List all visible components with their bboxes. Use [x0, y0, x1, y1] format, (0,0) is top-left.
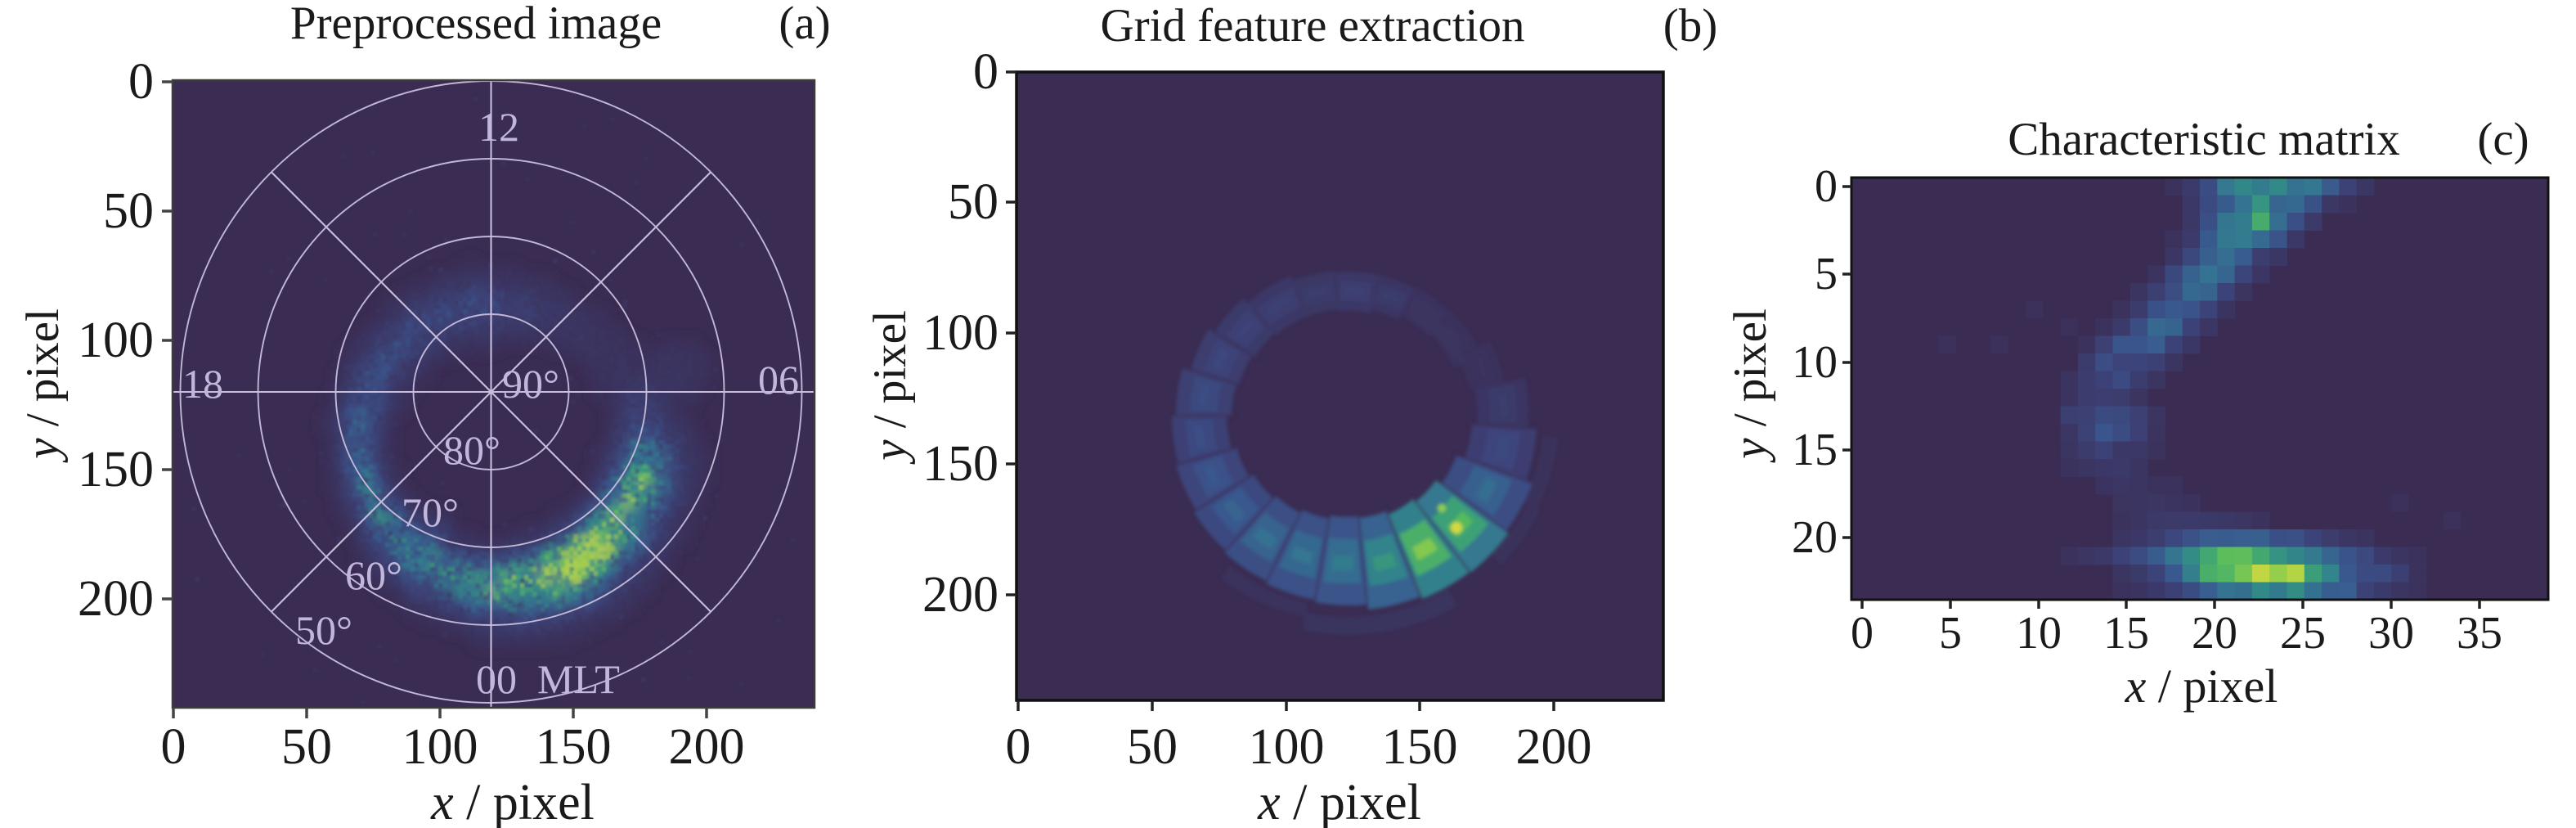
- svg-text:18: 18: [182, 361, 223, 407]
- svg-text:35: 35: [2457, 608, 2502, 659]
- svg-text:Grid feature extraction: Grid feature extraction: [1100, 0, 1524, 52]
- svg-text:10: 10: [2016, 608, 2062, 659]
- svg-text:20: 20: [1792, 512, 1838, 563]
- svg-text:12: 12: [478, 104, 519, 150]
- svg-text:150: 150: [536, 719, 612, 775]
- svg-text:50°: 50°: [295, 607, 352, 653]
- svg-text:100: 100: [922, 305, 999, 361]
- svg-text:0: 0: [1006, 719, 1031, 775]
- svg-text:5: 5: [1939, 608, 1962, 659]
- svg-text:10: 10: [1792, 337, 1838, 388]
- svg-text:100: 100: [78, 313, 154, 368]
- svg-text:100: 100: [402, 719, 478, 775]
- svg-text:00 MLT: 00 MLT: [476, 656, 620, 702]
- svg-text:0: 0: [973, 44, 999, 100]
- svg-text:(c): (c): [2477, 114, 2529, 165]
- svg-text:15: 15: [2103, 608, 2149, 659]
- svg-text:x / pixel: x / pixel: [2125, 659, 2278, 713]
- svg-text:5: 5: [1815, 249, 1838, 299]
- svg-text:60°: 60°: [345, 552, 402, 598]
- svg-text:0: 0: [1851, 608, 1874, 659]
- svg-text:50: 50: [103, 183, 154, 239]
- svg-text:Characteristic matrix: Characteristic matrix: [2008, 114, 2400, 165]
- svg-text:25: 25: [2280, 608, 2326, 659]
- svg-text:0: 0: [161, 719, 186, 775]
- svg-text:20: 20: [2192, 608, 2237, 659]
- svg-text:06: 06: [758, 357, 799, 403]
- svg-text:x / pixel: x / pixel: [430, 775, 595, 828]
- svg-text:70°: 70°: [402, 489, 459, 535]
- svg-text:x / pixel: x / pixel: [1257, 775, 1421, 828]
- svg-text:80°: 80°: [443, 427, 500, 473]
- svg-text:0: 0: [1815, 161, 1838, 212]
- svg-text:y / pixel: y / pixel: [1725, 308, 1776, 463]
- svg-text:y / pixel: y / pixel: [864, 310, 916, 465]
- svg-text:50: 50: [1127, 719, 1178, 775]
- svg-text:100: 100: [1249, 719, 1325, 775]
- svg-text:200: 200: [922, 567, 999, 623]
- svg-text:90°: 90°: [502, 361, 559, 407]
- svg-text:(a): (a): [779, 0, 830, 49]
- svg-text:150: 150: [922, 436, 999, 492]
- svg-text:0: 0: [128, 54, 154, 110]
- svg-text:200: 200: [1516, 719, 1592, 775]
- svg-text:200: 200: [78, 571, 154, 627]
- svg-text:200: 200: [669, 719, 745, 775]
- svg-text:Preprocessed image: Preprocessed image: [290, 0, 662, 49]
- svg-text:(b): (b): [1663, 0, 1717, 52]
- svg-text:50: 50: [281, 719, 332, 775]
- svg-text:30: 30: [2368, 608, 2414, 659]
- svg-text:150: 150: [1382, 719, 1458, 775]
- svg-text:50: 50: [948, 174, 999, 230]
- svg-text:y / pixel: y / pixel: [17, 308, 69, 463]
- svg-text:15: 15: [1792, 425, 1838, 475]
- svg-text:150: 150: [78, 442, 154, 497]
